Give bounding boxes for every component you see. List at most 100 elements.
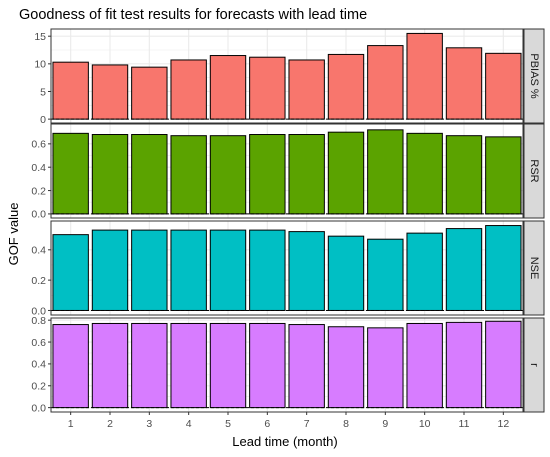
facet-label-rsr: RSR: [528, 159, 540, 182]
bar-pbias-7: [288, 59, 325, 120]
y-tick-label: 0.2: [31, 381, 46, 393]
y-tick-label: 0.0: [31, 209, 46, 221]
y-tick-label: 0.4: [31, 359, 46, 371]
y-tick-label: 0.6: [31, 337, 46, 349]
facet-strip: [523, 123, 545, 219]
x-axis: 1 2 3 4 5 6 7 8 9 10 11 12: [68, 412, 509, 430]
panel-pbias: 0 5 10 15 PBIAS %: [34, 28, 545, 126]
facet-panels: 0 5 10 15 PBIAS % 0.0 0.2 0.4 0.6 RSR 0.0 0.2 0.4 NSE…: [31, 28, 545, 414]
bar-r-4: [170, 322, 207, 409]
y-tick-label: 0.4: [31, 162, 46, 174]
bar-pbias-1: [52, 61, 89, 120]
x-tick-label: 3: [146, 418, 152, 430]
panel-background: [51, 29, 523, 123]
y-axis-title: GOF value: [6, 203, 21, 266]
x-tick-label: 4: [186, 418, 192, 430]
bar-r-10: [406, 322, 443, 409]
facet-label-r: r: [528, 363, 540, 367]
y-tick-label: 0.0: [31, 305, 46, 317]
panel-nse: 0.0 0.2 0.4 NSE: [31, 220, 545, 317]
x-tick-label: 9: [382, 418, 388, 430]
bar-rsr-6: [249, 134, 286, 215]
bar-nse-2: [91, 229, 129, 311]
x-tick-label: 5: [225, 418, 231, 430]
panel-border: [50, 220, 524, 316]
bar-rsr-9: [367, 129, 404, 215]
facet-strip: [523, 317, 545, 413]
bar-rsr-7: [288, 134, 325, 215]
bar-r-2: [91, 322, 129, 409]
x-tick-label: 8: [343, 418, 349, 430]
bar-r-3: [131, 322, 168, 409]
x-axis-title: Lead time (month): [232, 434, 338, 449]
y-tick-label: 0.6: [31, 139, 46, 151]
bar-rsr-11: [445, 135, 483, 215]
chart-title: Goodness of fit test results for forecas…: [19, 7, 367, 23]
y-tick-label: 15: [34, 31, 46, 43]
panel-border: [50, 317, 524, 413]
facet-label-pbias: PBIAS %: [528, 53, 540, 98]
bar-nse-4: [170, 229, 207, 311]
bar-r-6: [249, 322, 286, 409]
bar-r-7: [288, 324, 325, 409]
bar-pbias-10: [406, 32, 443, 120]
bar-r-8: [327, 326, 365, 409]
bar-rsr-5: [209, 135, 247, 215]
y-tick-label: 0.8: [31, 315, 46, 327]
bar-nse-9: [367, 238, 404, 311]
panel-background: [51, 318, 523, 412]
bar-nse-3: [131, 229, 168, 311]
bar-rsr-10: [406, 132, 443, 215]
bar-rsr-8: [327, 131, 365, 215]
panel-border: [50, 123, 524, 219]
panel-rsr: 0.0 0.2 0.4 0.6 RSR: [31, 123, 545, 221]
x-tick-label: 7: [304, 418, 310, 430]
bar-rsr-2: [91, 134, 129, 215]
bar-nse-5: [209, 229, 247, 311]
bar-r-9: [367, 327, 404, 409]
bar-nse-8: [327, 235, 365, 311]
bar-nse-7: [288, 231, 325, 311]
bar-nse-1: [52, 234, 89, 311]
y-tick-label: 0: [40, 114, 46, 126]
bar-pbias-3: [131, 66, 168, 120]
bar-r-12: [485, 320, 522, 409]
y-tick-label: 0.0: [31, 402, 46, 414]
bar-r-5: [209, 322, 247, 409]
x-tick-label: 10: [419, 418, 431, 430]
bar-rsr-4: [170, 135, 207, 215]
facet-label-nse: NSE: [528, 257, 540, 280]
bar-r-11: [445, 321, 483, 409]
bar-nse-10: [406, 232, 443, 311]
x-tick-label: 2: [107, 418, 113, 430]
panel-background: [51, 221, 523, 315]
bar-pbias-9: [367, 45, 404, 120]
bar-rsr-3: [131, 134, 168, 215]
bar-nse-11: [445, 228, 483, 311]
x-tick-label: 11: [459, 418, 470, 430]
bar-pbias-11: [445, 47, 483, 120]
bar-pbias-6: [249, 56, 286, 120]
bar-pbias-4: [170, 59, 207, 120]
y-tick-label: 10: [34, 59, 46, 71]
bar-rsr-12: [485, 136, 522, 215]
bar-r-1: [52, 324, 89, 409]
bar-pbias-5: [209, 55, 247, 120]
y-tick-label: 0.2: [31, 185, 46, 197]
panel-r: 0.0 0.2 0.4 0.6 0.8 r: [31, 315, 545, 414]
facet-strip: [523, 220, 545, 316]
bar-pbias-12: [485, 52, 522, 120]
facet-strip: [523, 28, 545, 124]
bar-nse-6: [249, 229, 286, 311]
panel-border: [50, 28, 524, 124]
bar-nse-12: [485, 225, 522, 311]
y-tick-label: 0.4: [31, 245, 46, 257]
x-tick-label: 12: [497, 418, 509, 430]
bar-pbias-2: [91, 64, 129, 120]
bar-rsr-1: [52, 132, 89, 215]
x-tick-label: 6: [264, 418, 270, 430]
y-tick-label: 0.2: [31, 275, 46, 287]
x-tick-label: 1: [68, 418, 74, 430]
bar-pbias-8: [327, 53, 365, 120]
